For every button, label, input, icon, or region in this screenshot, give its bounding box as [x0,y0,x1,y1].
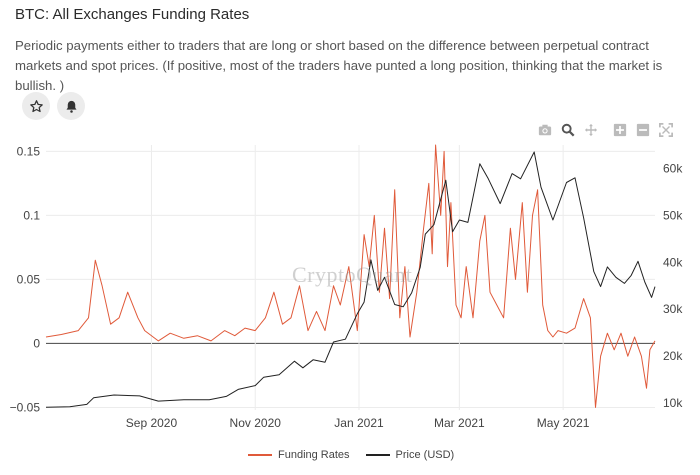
zoom-in-button[interactable] [611,122,628,138]
y-right-tick-label: 50k [663,208,683,222]
camera-icon [538,124,551,136]
watermark-logo: CryptoQuant [292,262,413,287]
pan-tool-button[interactable] [582,122,599,138]
y-right-tick-label: 20k [663,349,683,363]
y-left-tick-label: 0.05 [17,272,41,286]
bell-icon [66,100,76,113]
x-tick-label: Mar 2021 [434,416,485,430]
legend-item-price[interactable]: Price (USD) [365,449,455,461]
chart-toolbar [536,122,674,138]
x-tick-label: Nov 2020 [230,416,282,430]
autoscale-icon [658,123,673,137]
y-right-tick-label: 40k [663,255,683,269]
y-left-tick-label: 0 [33,336,40,350]
page-description: Periodic payments either to traders that… [15,38,663,93]
y-right-tick-label: 10k [663,396,683,410]
legend-item-funding[interactable]: Funding Rates [248,449,350,461]
autoscale-button[interactable] [657,122,674,138]
y-right-tick-label: 30k [663,302,683,316]
zoom-out-icon [636,123,649,137]
page-title: BTC: All Exchanges Funding Rates [15,6,250,23]
alert-button[interactable] [57,92,85,120]
zoom-out-button[interactable] [634,122,651,138]
star-icon [29,99,43,112]
favorite-button[interactable] [22,92,50,120]
legend-label: Funding Rates [278,449,350,461]
funding-rate-line [45,144,656,408]
x-tick-label: May 2021 [537,416,590,430]
zoom-tool-button[interactable] [559,122,576,138]
pan-icon [584,123,597,137]
y-left-tick-label: 0.1 [23,208,40,222]
y-left-tick-label: −0.05 [10,400,41,414]
y-right-tick-label: 60k [663,161,683,175]
legend-swatch [248,454,272,456]
price-line [45,151,656,408]
legend-swatch [365,454,390,456]
zoom-icon [561,123,574,137]
chart-legend: Funding Rates Price (USD) [248,449,454,461]
legend-label: Price (USD) [395,449,455,461]
x-tick-label: Sep 2020 [126,416,178,430]
y-left-tick-label: 0.15 [17,144,41,158]
zoom-in-icon [613,123,626,137]
x-tick-label: Jan 2021 [334,416,384,430]
download-image-button[interactable] [536,122,553,138]
